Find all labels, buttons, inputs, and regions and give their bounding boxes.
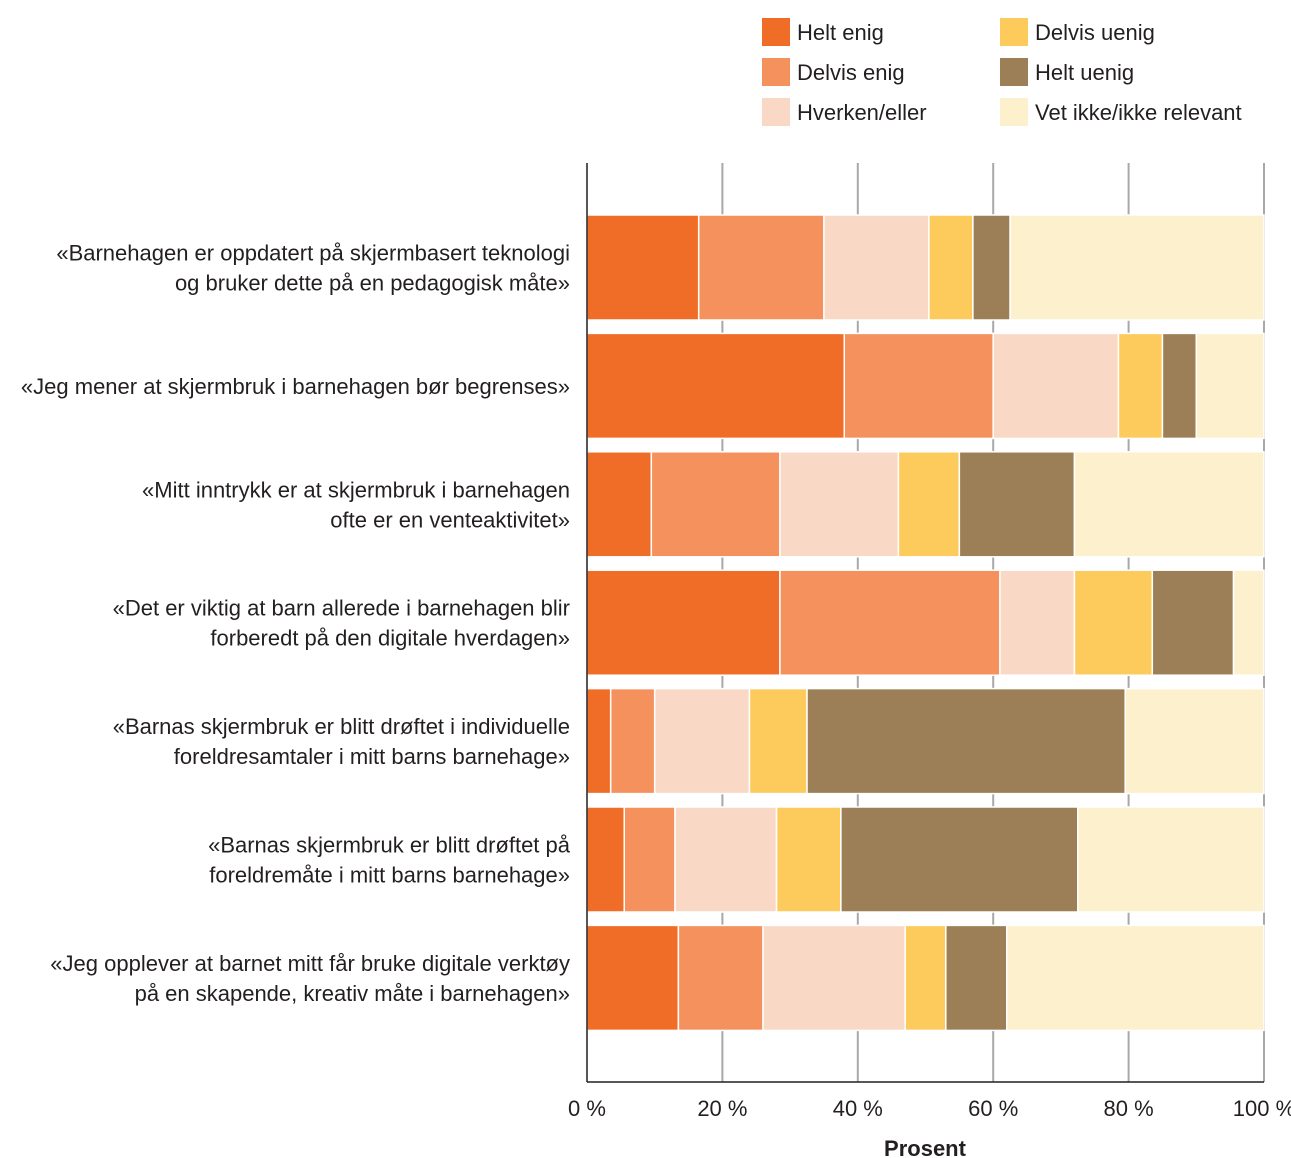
bar-segment	[586, 214, 700, 321]
category-label: «Barnas skjermbruk er blitt drøftet i in…	[113, 714, 570, 769]
bar-segment	[945, 924, 1008, 1032]
bar-segment	[1009, 214, 1265, 321]
bar-segment	[677, 924, 764, 1032]
bar-segment	[1124, 687, 1265, 795]
bar-segment	[623, 806, 676, 913]
bar-segment	[806, 687, 1126, 795]
x-tick-label: 40 %	[833, 1096, 883, 1121]
bar-segment	[843, 332, 994, 440]
legend-label: Helt uenig	[1035, 60, 1134, 85]
bar-segment	[653, 687, 751, 795]
bar-segment	[779, 569, 1001, 676]
category-label: «Jeg opplever at barnet mitt får bruke d…	[50, 951, 570, 1006]
bars	[586, 214, 1265, 1032]
bar-segment	[1161, 332, 1198, 440]
bar-segment	[650, 451, 781, 558]
bar-segment	[958, 451, 1076, 558]
legend-swatch	[762, 98, 790, 126]
legend-label: Delvis enig	[797, 60, 905, 85]
bar-segment	[748, 687, 808, 795]
x-tick-label: 20 %	[697, 1096, 747, 1121]
category-label: «Barnehagen er oppdatert på skjermbasert…	[56, 241, 570, 296]
legend-label: Helt enig	[797, 20, 884, 45]
x-tick-label: 60 %	[968, 1096, 1018, 1121]
bar-segment	[586, 687, 612, 795]
category-label: «Det er viktig at barn allerede i barneh…	[113, 596, 570, 651]
bar-segment	[586, 451, 653, 558]
bar-segment	[840, 806, 1079, 913]
bar-segment	[762, 924, 906, 1032]
bar-segment	[999, 569, 1076, 676]
bar-segment	[609, 687, 656, 795]
bar-segment	[1077, 806, 1265, 913]
x-tick-label: 80 %	[1104, 1096, 1154, 1121]
x-tick-label: 0 %	[568, 1096, 606, 1121]
bar-segment	[1195, 332, 1265, 440]
bar-segment	[1073, 569, 1154, 676]
legend-label: Delvis uenig	[1035, 20, 1155, 45]
bar-segment	[1073, 451, 1265, 558]
bar-segment	[992, 332, 1120, 440]
x-axis-title: Prosent	[884, 1136, 967, 1158]
category-labels: «Barnehagen er oppdatert på skjermbasert…	[21, 241, 571, 1006]
bar-segment	[586, 332, 846, 440]
legend-label: Hverken/eller	[797, 100, 927, 125]
bar-segment	[674, 806, 778, 913]
bar-segment	[779, 451, 900, 558]
bar-segment	[586, 806, 625, 913]
category-label: «Mitt inntrykk er at skjermbruk i barneh…	[142, 477, 570, 532]
legend-swatch	[1000, 18, 1028, 46]
legend-swatch	[762, 58, 790, 86]
bar-segment	[1151, 569, 1235, 676]
bar-segment	[586, 569, 781, 676]
bar-segment	[928, 214, 974, 321]
x-tick-labels: 0 % 20 % 40 % 60 % 80 % 100 %	[568, 1096, 1291, 1121]
category-label: «Barnas skjermbruk er blitt drøftet på fo…	[208, 833, 571, 888]
legend: Helt enig Delvis enig Hverken/eller Delvis …	[762, 18, 1242, 126]
bar-segment	[1232, 569, 1265, 676]
bar-segment	[972, 214, 1011, 321]
category-label: «Jeg mener at skjermbruk i barnehagen bø…	[21, 374, 570, 399]
bar-segment	[1117, 332, 1164, 440]
bar-segment	[823, 214, 930, 321]
bar-segment	[1005, 924, 1265, 1032]
bar-segment	[904, 924, 947, 1032]
legend-swatch	[1000, 98, 1028, 126]
bar-segment	[697, 214, 825, 321]
bar-segment	[586, 924, 680, 1032]
x-tick-label: 100 %	[1233, 1096, 1291, 1121]
legend-label: Vet ikke/ikke relevant	[1035, 100, 1242, 125]
bar-segment	[897, 451, 961, 558]
bar-segment	[775, 806, 842, 913]
legend-swatch	[1000, 58, 1028, 86]
legend-swatch	[762, 18, 790, 46]
